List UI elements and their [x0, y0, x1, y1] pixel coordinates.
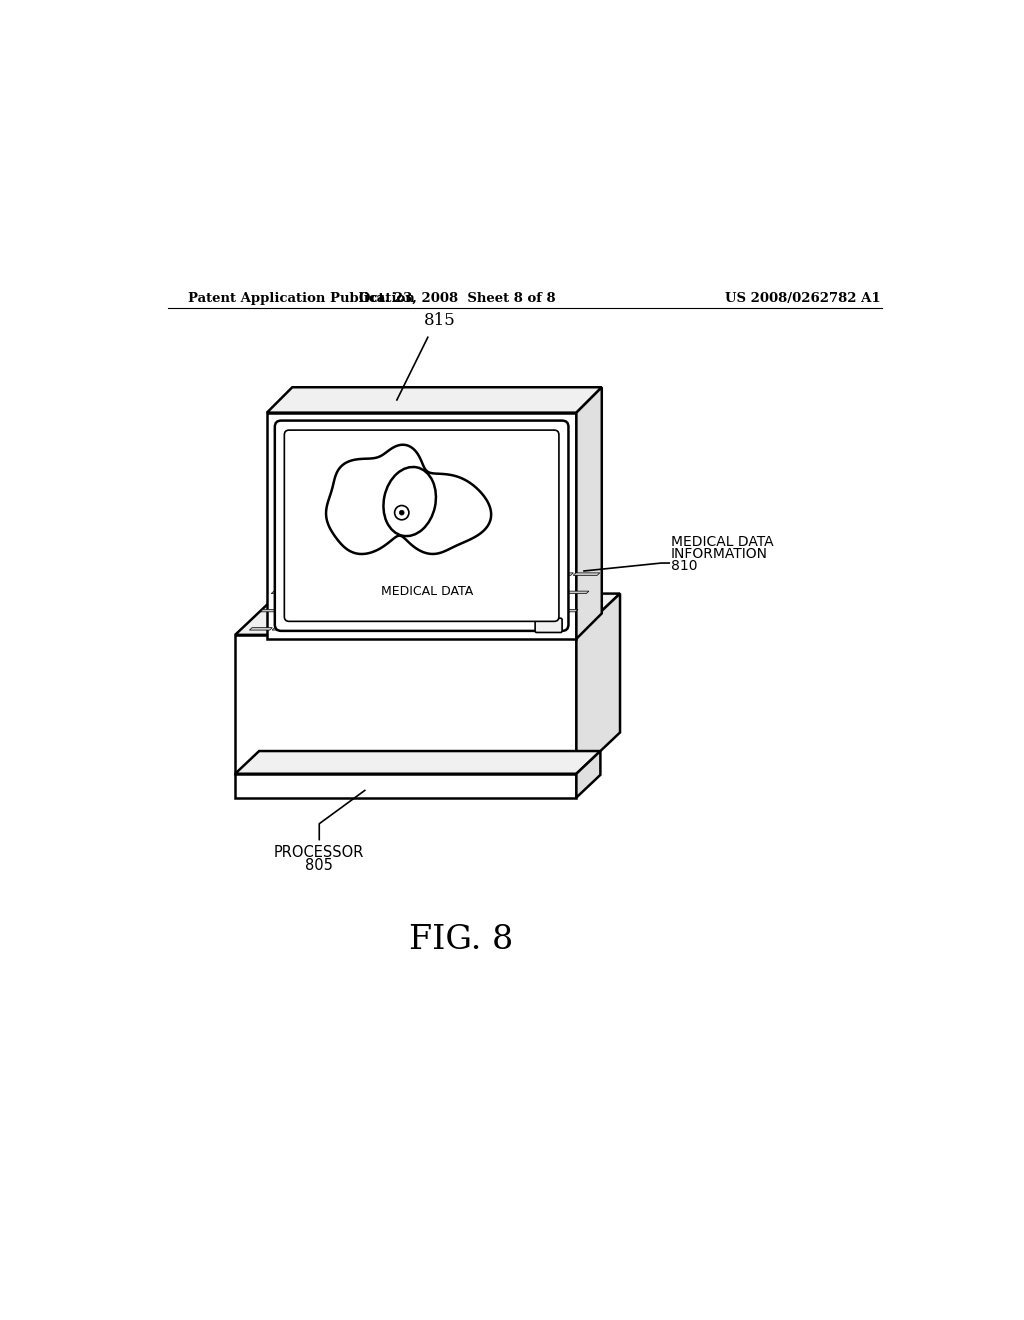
- Polygon shape: [296, 591, 321, 594]
- Polygon shape: [415, 573, 441, 576]
- Polygon shape: [272, 627, 295, 630]
- Polygon shape: [285, 610, 309, 612]
- Polygon shape: [260, 610, 285, 612]
- Polygon shape: [295, 627, 317, 630]
- Text: MEDICAL DATA: MEDICAL DATA: [671, 535, 773, 549]
- Polygon shape: [544, 627, 567, 630]
- Polygon shape: [271, 591, 296, 594]
- Text: Patent Application Publication: Patent Application Publication: [187, 292, 415, 305]
- Text: FIG. 8: FIG. 8: [410, 924, 513, 957]
- FancyBboxPatch shape: [274, 421, 568, 631]
- Polygon shape: [344, 591, 370, 594]
- Text: 805: 805: [305, 858, 333, 873]
- Polygon shape: [335, 573, 361, 576]
- Polygon shape: [309, 610, 334, 612]
- Polygon shape: [250, 627, 272, 630]
- Circle shape: [399, 511, 404, 515]
- Polygon shape: [308, 573, 335, 576]
- Polygon shape: [369, 591, 393, 594]
- Polygon shape: [505, 610, 529, 612]
- Polygon shape: [236, 594, 620, 635]
- Polygon shape: [431, 627, 454, 630]
- Polygon shape: [358, 610, 383, 612]
- Text: 815: 815: [424, 313, 456, 329]
- Polygon shape: [334, 610, 358, 612]
- Polygon shape: [492, 591, 516, 594]
- Polygon shape: [499, 627, 522, 630]
- Polygon shape: [267, 413, 577, 639]
- Polygon shape: [456, 610, 480, 612]
- Polygon shape: [267, 387, 602, 413]
- Text: INFORMATION: INFORMATION: [671, 546, 768, 561]
- Polygon shape: [317, 627, 340, 630]
- Polygon shape: [236, 774, 577, 797]
- Polygon shape: [409, 627, 431, 630]
- Text: PROCESSOR: PROCESSOR: [274, 845, 365, 861]
- Polygon shape: [236, 751, 600, 774]
- Polygon shape: [529, 610, 554, 612]
- Polygon shape: [431, 610, 456, 612]
- FancyBboxPatch shape: [536, 618, 562, 632]
- Polygon shape: [547, 573, 573, 576]
- Polygon shape: [361, 573, 388, 576]
- Polygon shape: [467, 573, 494, 576]
- Polygon shape: [326, 445, 492, 554]
- Text: 810: 810: [671, 558, 697, 573]
- Polygon shape: [321, 591, 345, 594]
- Text: Oct. 23, 2008  Sheet 8 of 8: Oct. 23, 2008 Sheet 8 of 8: [359, 292, 556, 305]
- Polygon shape: [573, 573, 600, 576]
- Polygon shape: [494, 573, 520, 576]
- Polygon shape: [577, 387, 602, 639]
- Polygon shape: [553, 610, 578, 612]
- Polygon shape: [480, 610, 505, 612]
- Polygon shape: [388, 573, 415, 576]
- Polygon shape: [476, 627, 499, 630]
- Polygon shape: [577, 751, 600, 797]
- Polygon shape: [577, 594, 620, 774]
- Polygon shape: [441, 573, 468, 576]
- Polygon shape: [236, 635, 577, 774]
- Polygon shape: [393, 591, 418, 594]
- Polygon shape: [515, 591, 540, 594]
- Polygon shape: [382, 610, 408, 612]
- Polygon shape: [407, 610, 431, 612]
- Polygon shape: [340, 627, 364, 630]
- Polygon shape: [442, 591, 467, 594]
- Polygon shape: [454, 627, 476, 630]
- Polygon shape: [564, 591, 589, 594]
- Polygon shape: [540, 591, 564, 594]
- Text: MEDICAL DATA: MEDICAL DATA: [381, 585, 473, 598]
- Polygon shape: [283, 573, 309, 576]
- Circle shape: [394, 506, 409, 520]
- Ellipse shape: [383, 467, 436, 536]
- Polygon shape: [418, 591, 442, 594]
- FancyBboxPatch shape: [285, 430, 559, 622]
- Polygon shape: [385, 627, 409, 630]
- Polygon shape: [520, 573, 547, 576]
- Polygon shape: [362, 627, 386, 630]
- Polygon shape: [521, 627, 545, 630]
- Text: US 2008/0262782 A1: US 2008/0262782 A1: [725, 292, 881, 305]
- Polygon shape: [467, 591, 492, 594]
